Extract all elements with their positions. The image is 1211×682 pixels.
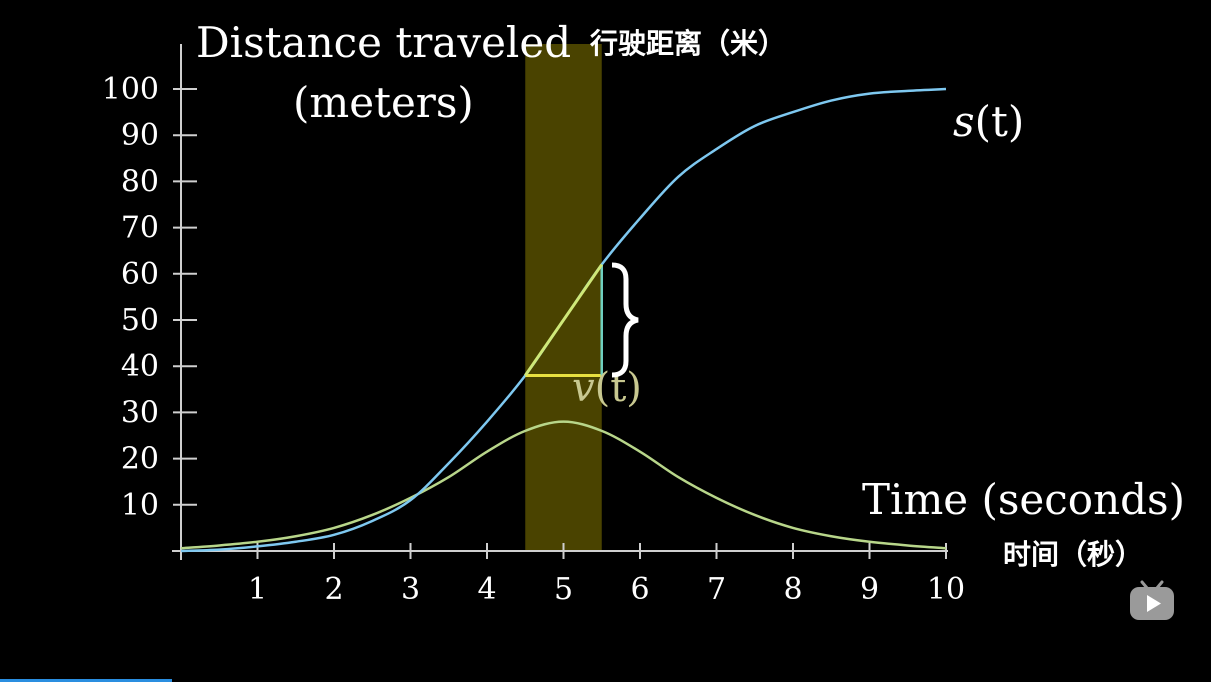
- y-tick-label: 70: [121, 211, 159, 246]
- x-tick-label: 6: [630, 572, 649, 607]
- x-tick-label: 7: [707, 572, 726, 607]
- x-tick-label: 3: [401, 572, 420, 607]
- y-tick-label: 100: [102, 72, 159, 107]
- y-axis-title-cn: 行驶距离（米）: [589, 27, 786, 60]
- dt-highlight-band: [525, 44, 602, 551]
- x-tick-label: 2: [324, 572, 343, 607]
- y-tick-label: 80: [121, 164, 159, 199]
- y-tick-label: 90: [121, 118, 159, 153]
- velocity-curve: [180, 420, 947, 550]
- y-tick-label: 20: [121, 442, 159, 477]
- x-tick-label: 5: [554, 572, 573, 607]
- x-tick-label: 8: [783, 572, 802, 607]
- y-tick-label: 30: [121, 395, 159, 430]
- y-axis-title-line1: Distance traveled: [196, 18, 571, 67]
- x-tick-label: 4: [477, 572, 496, 607]
- s-curve-label: s(t): [953, 97, 1024, 146]
- video-progress-bar[interactable]: [0, 679, 172, 682]
- x-tick-label: 10: [927, 572, 965, 607]
- y-tick-label: 40: [121, 349, 159, 384]
- y-axis-title-line2: (meters): [293, 78, 474, 127]
- y-tick-label: 60: [121, 257, 159, 292]
- v-curve-label: v(t): [572, 365, 642, 411]
- y-tick-label: 10: [121, 488, 159, 523]
- x-tick-label: 9: [860, 572, 879, 607]
- secant-line: [524, 263, 603, 377]
- x-axis-title-cn: 时间（秒）: [1003, 538, 1143, 571]
- rise-brace: [611, 262, 639, 378]
- x-axis-title: Time (seconds): [862, 475, 1185, 524]
- y-tick-label: 50: [121, 303, 159, 338]
- bilibili-play-icon[interactable]: [1128, 578, 1176, 622]
- x-tick-label: 1: [248, 572, 267, 607]
